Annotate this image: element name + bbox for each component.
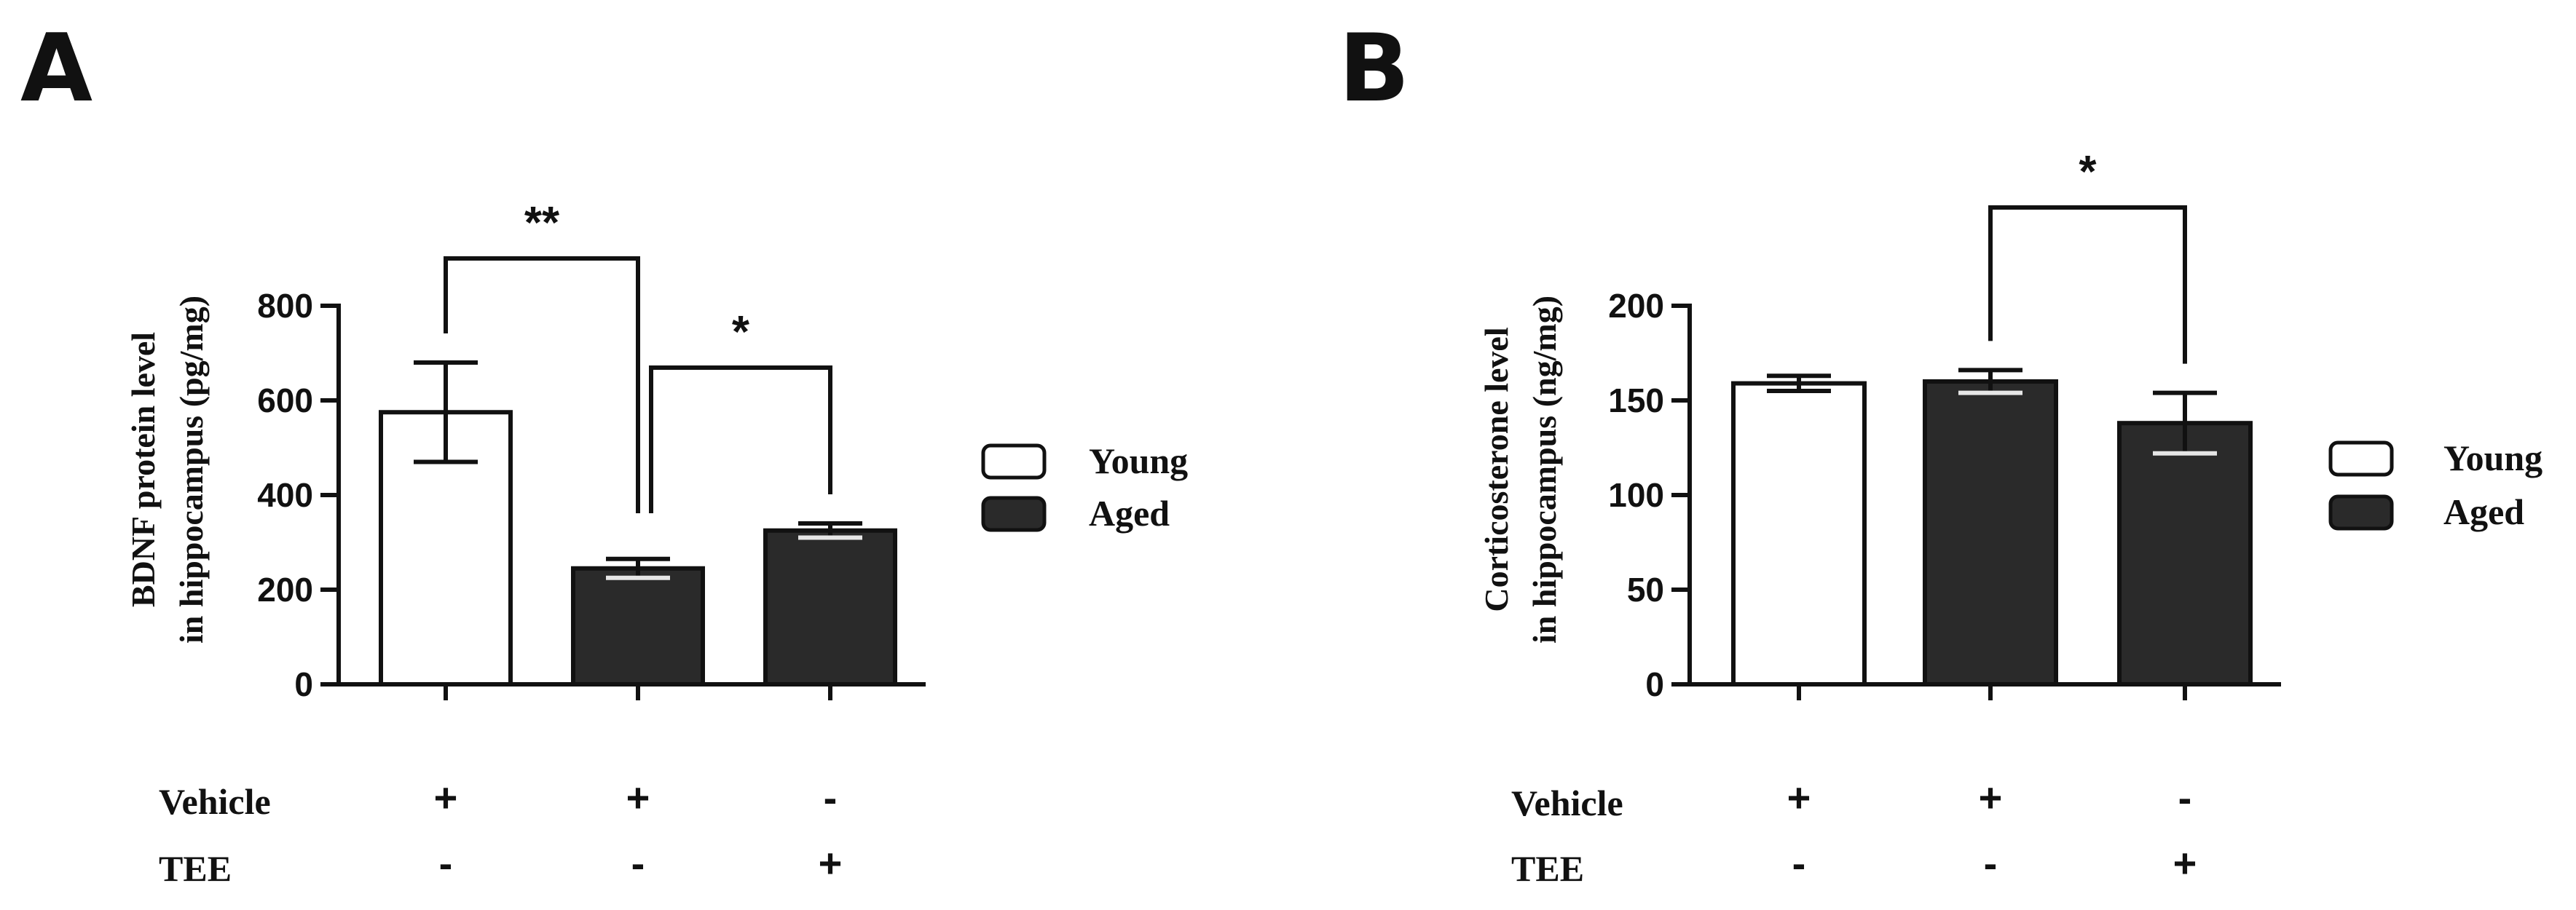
panel-b-tee-sign: + — [2173, 840, 2197, 886]
panel-b-chart: Corticosterone level in hippocampus (ng/… — [1478, 147, 2542, 889]
panel-b-tee-sign: - — [1984, 840, 1998, 886]
panel-b-bar-3 — [2117, 421, 2253, 687]
legend-aged-swatch — [981, 496, 1047, 532]
panel-a-significance-label: * — [732, 307, 750, 357]
panel-b-y-tick-label: 150 — [1608, 381, 1664, 419]
panel-a-vehicle-label: Vehicle — [159, 781, 271, 822]
legend-young-swatch — [981, 443, 1047, 480]
panel-b-vehicle-label: Vehicle — [1511, 783, 1623, 823]
panel-b-marks: 0 50 100 150 200 + - + - - + * — [1608, 147, 2281, 886]
panel-a-y-tick-label: 0 — [294, 665, 313, 703]
legend-young-swatch — [2328, 440, 2394, 477]
panel-b-significance-bracket — [1988, 205, 2187, 364]
panel-b-vehicle-sign: - — [2178, 775, 2192, 820]
panel-a-y-tick-label: 400 — [257, 476, 313, 514]
panel-a-tee-sign: - — [631, 840, 645, 886]
panel-a-ylabel-line2: in hippocampus (pg/mg) — [173, 296, 210, 644]
legend-young-label: Young — [1089, 440, 1188, 481]
panel-a-tee-sign: - — [439, 840, 453, 886]
panel-a-vehicle-sign: + — [626, 775, 650, 820]
panel-b-tee-sign: - — [1792, 840, 1806, 886]
panel-b-bar-1 — [1731, 381, 1867, 687]
panel-b-bar-2 — [1923, 379, 2058, 687]
panel-b-y-tick-label: 200 — [1608, 287, 1664, 325]
panel-a-vehicle-sign: + — [434, 775, 458, 820]
panel-b-vehicle-sign: + — [1979, 775, 2003, 820]
panel-b-legend: Young Aged — [2328, 438, 2542, 532]
panel-b-vehicle-sign: + — [1787, 775, 1811, 820]
legend-aged-label: Aged — [2443, 491, 2524, 532]
panel-a-bar-2 — [571, 566, 705, 687]
panel-b-y-tick-label: 100 — [1608, 476, 1664, 514]
panel-a-significance-label: ** — [524, 198, 560, 248]
panel-b-letter: B — [1339, 15, 1410, 123]
panel-b-ylabel-line2: in hippocampus (ng/mg) — [1526, 296, 1563, 644]
panel-b-y-tick-label: 0 — [1645, 665, 1664, 703]
panel-a-y-tick-label: 600 — [257, 381, 313, 419]
panel-a-bar-3 — [763, 528, 897, 687]
legend-aged-label: Aged — [1089, 493, 1170, 534]
panel-b-tee-label: TEE — [1511, 848, 1584, 889]
panel-a-y-tick-label: 800 — [257, 287, 313, 325]
panel-a-tee-sign: + — [819, 840, 843, 886]
panel-a-significance-bracket — [649, 365, 832, 513]
panel-a-letter: A — [20, 15, 92, 123]
panel-a-tee-label: TEE — [159, 848, 232, 889]
panel-a-legend: Young Aged — [981, 440, 1188, 534]
panel-b-ylabel-line1: Corticosterone level — [1478, 327, 1515, 612]
panel-b-y-tick-label: 50 — [1627, 571, 1664, 609]
panel-b-significance-label: * — [2079, 147, 2097, 197]
panel-a-chart: BDNF protein level in hippocampus (pg/mg… — [125, 198, 1188, 889]
panel-a-vehicle-sign: - — [824, 775, 838, 820]
panel-a-significance-bracket — [444, 256, 640, 513]
legend-young-label: Young — [2443, 438, 2542, 478]
panel-a-ylabel-line1: BDNF protein level — [125, 332, 162, 607]
legend-aged-swatch — [2328, 494, 2394, 531]
panel-a-y-tick-label: 200 — [257, 571, 313, 609]
